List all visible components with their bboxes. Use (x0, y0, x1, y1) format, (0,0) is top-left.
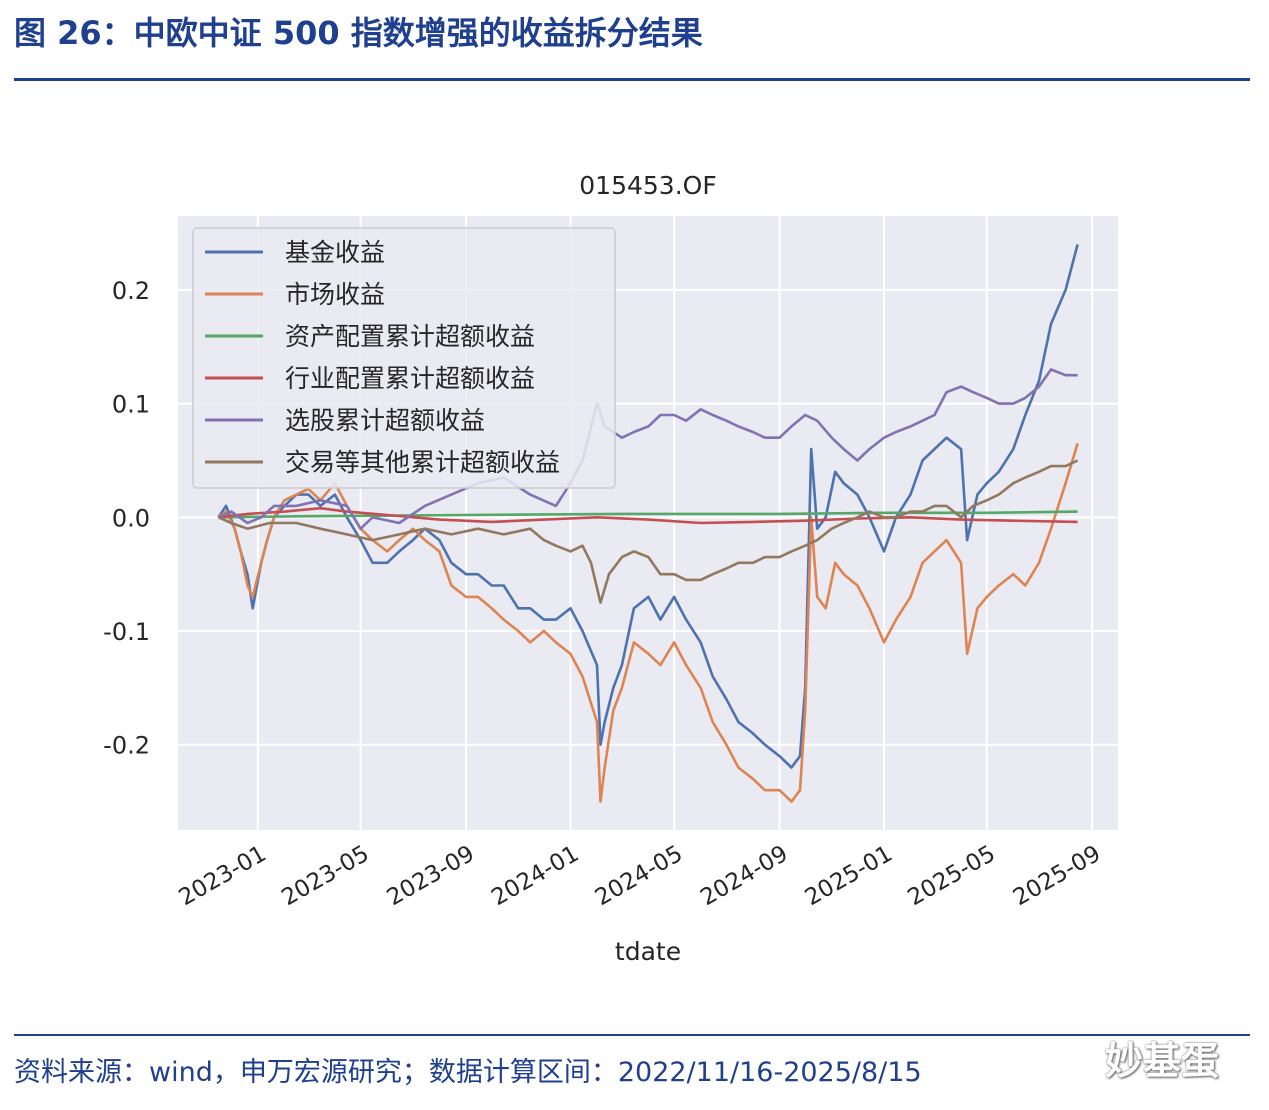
series-layer (217, 244, 1079, 803)
legend-label: 行业配置累计超额收益 (285, 364, 535, 393)
series-line-3 (218, 510, 1078, 519)
x-tick-label: 2025-01 (801, 841, 897, 912)
legend-label: 基金收益 (285, 238, 385, 267)
legend-label: 市场收益 (285, 280, 385, 309)
footer-divider (14, 1034, 1250, 1036)
series-line-1 (217, 244, 1079, 769)
x-tick-label: 2025-09 (1009, 841, 1105, 912)
x-axis: 2023-01 2023-05 2023-09 2024-01 2024-05 2024-… (175, 841, 1106, 912)
y-tick-label: 0.1 (112, 391, 150, 419)
series-line-5 (217, 368, 1078, 531)
legend-label: 选股累计超额收益 (285, 406, 485, 435)
x-axis-label: tdate (615, 937, 681, 966)
chart-title: 015453.OF (579, 171, 716, 200)
line-chart: 015453.OF 0.20.10.0-0.1-0.2 2023-01 2023-… (103, 171, 1118, 966)
x-tick-label: 2025-05 (904, 841, 1000, 912)
series-line-4 (218, 506, 1078, 525)
x-tick-label: 2023-09 (383, 841, 479, 912)
figure-title: 图 26：中欧中证 500 指数增强的收益拆分结果 (14, 14, 703, 52)
legend-label: 资产配置累计超额收益 (285, 322, 535, 351)
x-tick-label: 2024-09 (696, 841, 792, 912)
y-tick-label: 0.2 (112, 277, 150, 305)
series-line-2 (217, 443, 1079, 803)
x-tick-label: 2023-05 (277, 841, 373, 912)
x-tick-label: 2024-01 (487, 841, 583, 912)
legend-label: 交易等其他累计超额收益 (285, 448, 560, 477)
legend-box (192, 227, 616, 489)
x-tick-label: 2024-05 (591, 841, 687, 912)
y-tick-label: -0.2 (103, 732, 150, 760)
y-tick-label: 0.0 (112, 504, 150, 532)
source-note: 资料来源：wind，申万宏源研究；数据计算区间：2022/11/16-2025/… (14, 1057, 922, 1088)
x-tick-label: 2023-01 (175, 841, 271, 912)
y-tick-label: -0.1 (103, 618, 150, 646)
series-line-6 (217, 459, 1079, 604)
legend: 基金收益市场收益资产配置累计超额收益行业配置累计超额收益选股累计超额收益交易等其… (192, 227, 616, 489)
watermark: 妙基蛋 (1105, 1039, 1220, 1083)
title-divider (14, 78, 1250, 81)
y-axis: 0.2 0.1 0.0 -0.1 -0.2 (103, 277, 150, 760)
